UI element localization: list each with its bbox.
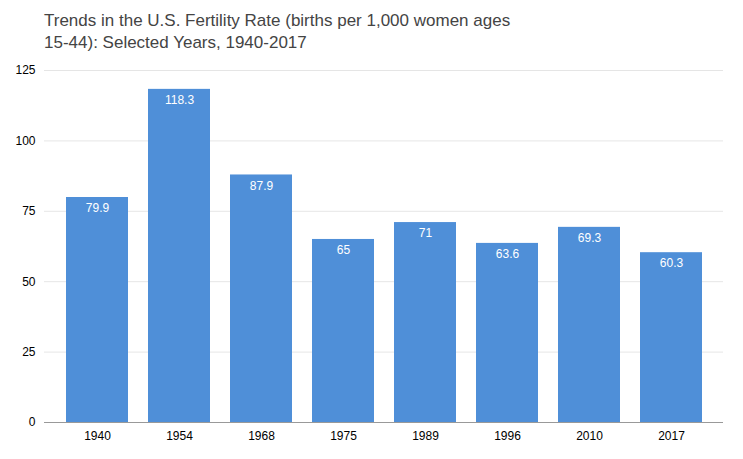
svg-text:69.3: 69.3	[578, 231, 602, 245]
svg-text:1975: 1975	[330, 429, 357, 443]
svg-text:0: 0	[29, 416, 36, 430]
svg-text:75: 75	[22, 204, 36, 218]
svg-text:1968: 1968	[248, 429, 275, 443]
svg-text:100: 100	[15, 134, 35, 148]
svg-text:1989: 1989	[412, 429, 439, 443]
svg-text:125: 125	[15, 64, 35, 78]
svg-text:79.9: 79.9	[86, 201, 110, 215]
svg-text:1996: 1996	[494, 429, 521, 443]
svg-text:60.3: 60.3	[660, 256, 684, 270]
svg-text:118.3: 118.3	[165, 93, 194, 107]
svg-text:2017: 2017	[658, 429, 685, 443]
svg-text:50: 50	[22, 275, 36, 289]
svg-text:71: 71	[419, 226, 433, 240]
svg-text:63.6: 63.6	[496, 247, 520, 261]
svg-text:65: 65	[337, 243, 351, 257]
svg-text:1940: 1940	[84, 429, 111, 443]
html-text:Trends in the U.S. Fertility R: Trends in the U.S. Fertility Rate (birth…	[44, 11, 511, 53]
svg-text:87.9: 87.9	[250, 179, 274, 193]
svg-text:1954: 1954	[166, 429, 193, 443]
svg-text:2010: 2010	[576, 429, 603, 443]
svg-text:25: 25	[22, 345, 36, 359]
